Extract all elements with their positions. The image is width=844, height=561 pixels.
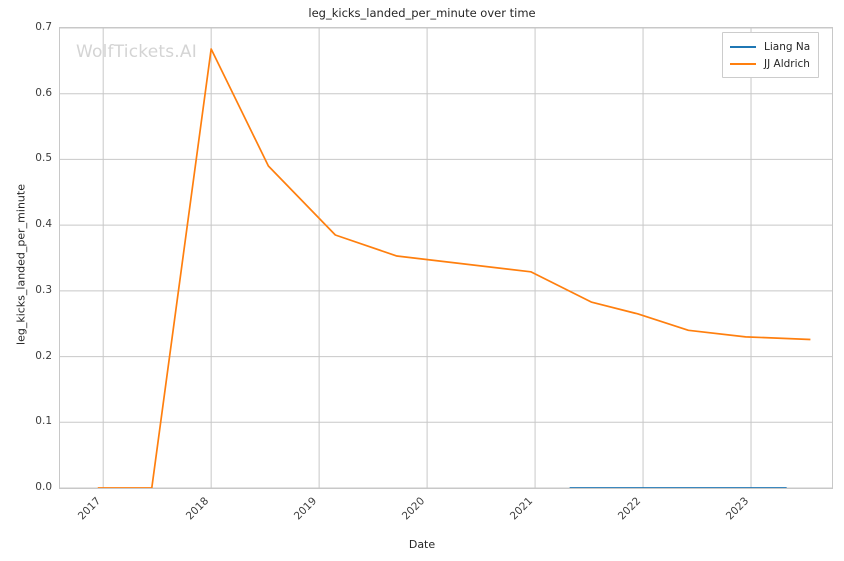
legend-item: Liang Na — [730, 38, 810, 55]
y-tick-label: 0.6 — [35, 86, 52, 99]
y-tick-label: 0.4 — [35, 218, 52, 231]
legend-label: Liang Na — [764, 40, 811, 53]
x-tick-label: 2019 — [291, 495, 320, 523]
y-tick-label: 0.7 — [35, 21, 52, 33]
legend-label: JJ Aldrich — [764, 57, 810, 70]
x-tick-label: 2020 — [399, 495, 428, 523]
y-tick-label: 0.3 — [35, 283, 52, 296]
legend-item: JJ Aldrich — [730, 55, 810, 72]
chart-legend: Liang Na JJ Aldrich — [722, 32, 820, 78]
y-axis-label: leg_kicks_landed_per_minute — [14, 184, 28, 345]
x-tick-label: 2021 — [507, 495, 536, 523]
legend-color-swatch — [730, 45, 756, 48]
x-tick-label: 2017 — [76, 495, 104, 523]
legend-color-swatch — [730, 62, 756, 65]
y-tick-label: 0.1 — [35, 415, 52, 428]
y-tick-label: 0.2 — [35, 349, 52, 362]
x-tick-label: 2022 — [615, 495, 644, 523]
y-axis-ticks: 0.0 0.1 0.2 0.3 0.4 0.5 0.6 0.7 — [0, 0, 52, 561]
plot-area: WolfTickets.AI — [59, 27, 833, 489]
series-line — [97, 48, 811, 488]
gridlines — [60, 28, 832, 488]
series-lines — [97, 48, 811, 488]
x-tick-label: 2023 — [723, 495, 752, 523]
x-axis-label: Date — [408, 538, 436, 551]
chart-title: leg_kicks_landed_per_minute over time — [308, 6, 536, 20]
y-tick-label: 0.0 — [35, 481, 52, 493]
plot-canvas — [60, 28, 832, 488]
y-tick-label: 0.5 — [35, 152, 52, 165]
x-tick-label: 2018 — [183, 495, 212, 523]
